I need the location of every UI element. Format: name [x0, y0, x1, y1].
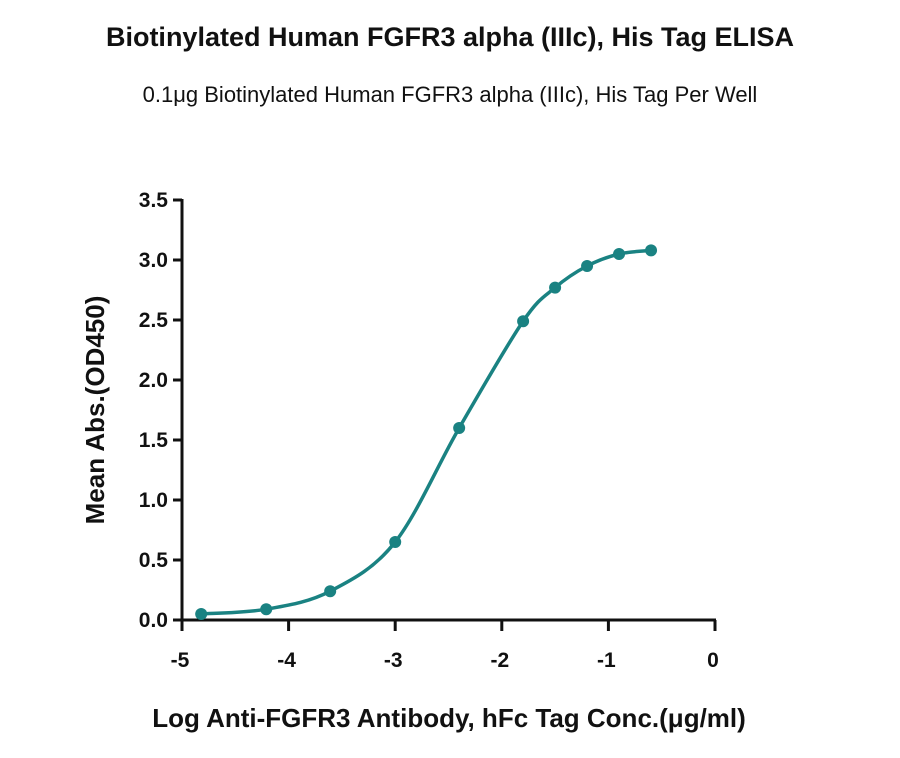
- data-point: [453, 422, 466, 434]
- data-point: [260, 603, 273, 616]
- data-point: [645, 244, 658, 257]
- x-tick-label: -5: [171, 649, 190, 672]
- y-tick-label: 0.5: [139, 549, 169, 572]
- y-tick-label: 1.0: [139, 489, 168, 512]
- data-point: [324, 585, 337, 598]
- y-tick-label: 2.0: [139, 369, 168, 392]
- data-points-layer: [195, 244, 658, 620]
- fit-curve-layer: [199, 248, 653, 616]
- fit-curve: [199, 248, 653, 616]
- x-tick-label: -3: [384, 649, 403, 672]
- data-point: [581, 260, 594, 272]
- y-axis-label: Mean Abs.(OD450): [80, 296, 110, 525]
- y-tick-label: 3.5: [139, 189, 169, 212]
- x-axis-label: Log Anti-FGFR3 Antibody, hFc Tag Conc.(μ…: [152, 703, 746, 733]
- data-point: [549, 281, 562, 294]
- axes: 0.0 0.5 1.0 1.5 2.0 2.5 3.0 3.5 -5 -4 -3 -2 -1 0: [139, 189, 719, 672]
- y-tick-label: 2.5: [139, 309, 169, 332]
- x-tick-label: -1: [597, 649, 616, 672]
- data-point: [517, 315, 530, 328]
- y-tick-label: 0.0: [139, 609, 168, 632]
- x-tick-label: -2: [490, 649, 509, 672]
- data-point: [195, 608, 208, 620]
- y-tick-label: 3.0: [139, 249, 168, 272]
- y-tick-label: 1.5: [139, 429, 169, 452]
- x-tick-label: -4: [277, 649, 296, 672]
- chart-title: Biotinylated Human FGFR3 alpha (IIIc), H…: [105, 22, 795, 52]
- chart-subtitle: 0.1μg Biotinylated Human FGFR3 alpha (II…: [142, 82, 758, 107]
- x-tick-label: 0: [707, 649, 719, 672]
- data-point: [613, 248, 626, 260]
- data-point: [389, 536, 402, 548]
